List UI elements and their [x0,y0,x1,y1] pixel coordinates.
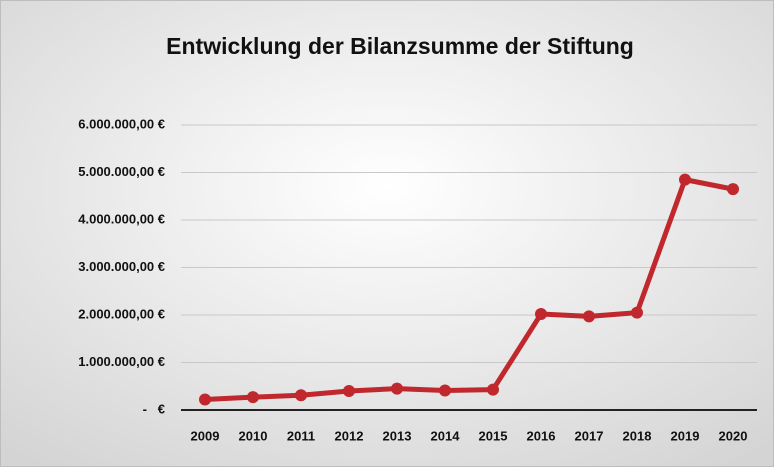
y-tick-label: - € [143,401,165,416]
y-tick-label: 3.000.000,00 € [78,259,165,274]
x-tick-label: 2019 [671,428,700,443]
marker [247,391,259,404]
marker [487,383,499,396]
marker [727,183,739,196]
x-tick-label: 2015 [479,428,508,443]
marker [631,306,643,319]
x-tick-label: 2018 [623,428,652,443]
y-tick-label: 4.000.000,00 € [78,211,165,226]
marker [439,384,451,397]
y-tick-label: 2.000.000,00 € [78,306,165,321]
marker [391,382,403,395]
marker [535,308,547,321]
x-tick-label: 2010 [239,428,268,443]
x-tick-label: 2016 [527,428,556,443]
x-tick-label: 2013 [383,428,412,443]
line [204,177,734,403]
x-tick-label: 2017 [575,428,604,443]
marker [199,393,211,406]
x-tick-label: 2020 [719,428,748,443]
x-tick-label: 2009 [191,428,220,443]
marker [583,310,595,323]
x-tick-label: 2014 [431,428,461,443]
y-tick-label: 6.000.000,00 € [78,116,165,131]
marker [343,385,355,397]
y-tick-label: 5.000.000,00 € [78,164,165,179]
x-tick-label: 2012 [335,428,364,443]
x-tick-label: 2011 [287,428,315,443]
marker [679,173,691,186]
marker [295,389,307,402]
y-tick-label: 1.000.000,00 € [78,354,165,369]
chart-title: Entwicklung der Bilanzsumme der Stiftung [166,33,634,59]
